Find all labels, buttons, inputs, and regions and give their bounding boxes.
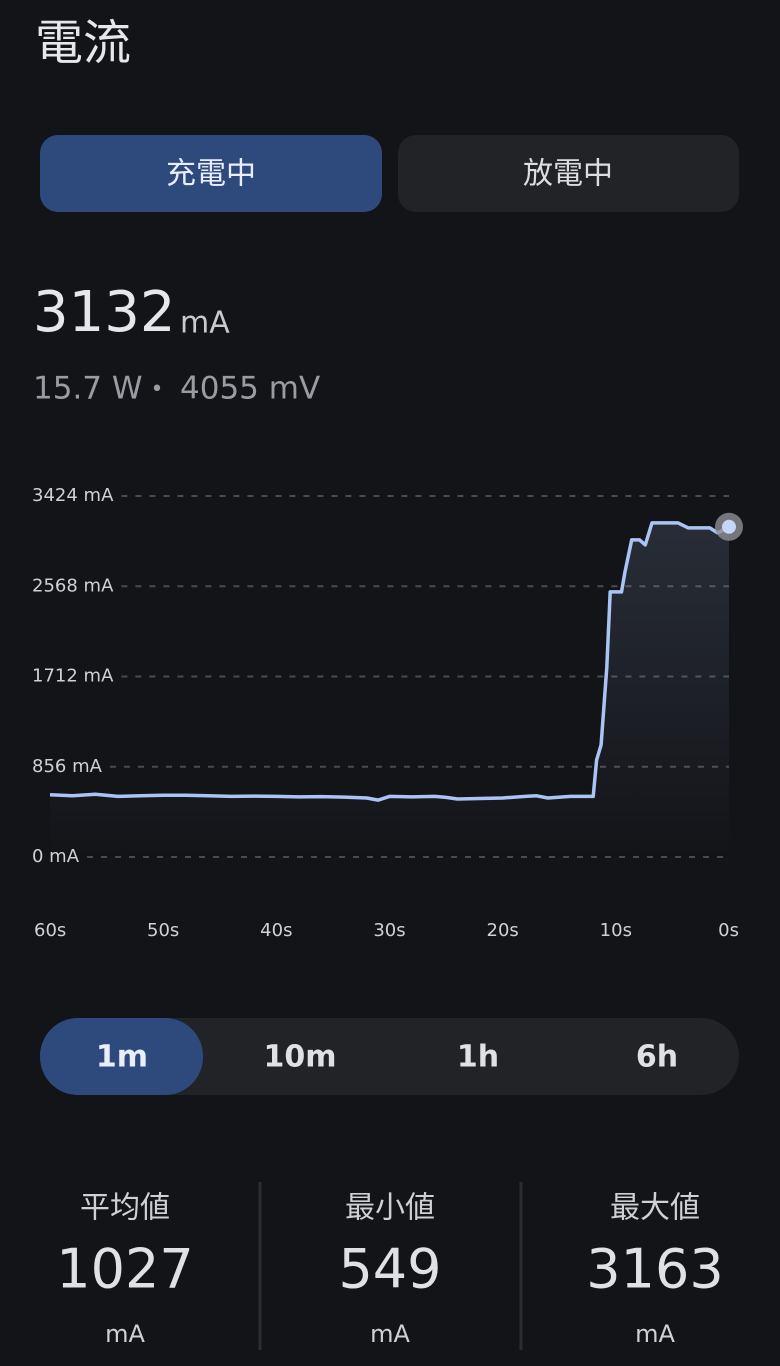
stat-value: 549 xyxy=(338,1238,441,1301)
range-selector xyxy=(40,1018,739,1095)
x-tick-label: 40s xyxy=(260,920,292,941)
y-tick-label: 3424 mA xyxy=(32,485,114,506)
stat-value: 3163 xyxy=(586,1238,723,1301)
x-tick-label: 30s xyxy=(373,920,405,941)
stat-label: 最小値 xyxy=(345,1191,435,1226)
voltage: 4055 mV xyxy=(180,371,320,407)
stat-unit: mA xyxy=(370,1320,410,1348)
x-tick-label: 20s xyxy=(487,920,519,941)
range-option[interactable]: 10m xyxy=(263,1040,336,1075)
x-tick-label: 60s xyxy=(34,920,66,941)
stat-label: 平均値 xyxy=(80,1191,170,1226)
power: 15.7 W xyxy=(33,371,143,407)
separator: • xyxy=(151,377,164,402)
range-option[interactable]: 1m xyxy=(96,1040,148,1075)
range-active[interactable] xyxy=(40,1018,203,1095)
tab[interactable] xyxy=(398,135,739,212)
stat-value: 1027 xyxy=(56,1238,193,1301)
x-tick-label: 10s xyxy=(600,920,632,941)
current-point-core xyxy=(722,519,736,534)
range-option[interactable]: 6h xyxy=(636,1040,678,1075)
tab-label[interactable]: 充電中 xyxy=(166,157,256,192)
tab-label[interactable]: 放電中 xyxy=(523,157,613,192)
y-tick-label: 1712 mA xyxy=(32,666,114,687)
area xyxy=(50,522,729,857)
x-tick-label: 0s xyxy=(718,920,739,941)
range-option[interactable]: 1h xyxy=(457,1040,499,1075)
line xyxy=(49,521,730,802)
tab-active[interactable] xyxy=(40,135,382,212)
x-tick-label: 50s xyxy=(147,920,179,941)
y-tick-label: 2568 mA xyxy=(32,575,114,596)
current-unit: mA xyxy=(180,306,230,341)
current-value: 3132 xyxy=(33,280,176,345)
stat-label: 最大値 xyxy=(610,1191,700,1226)
page-title: 電流 xyxy=(35,15,131,71)
y-tick-label: 856 mA xyxy=(32,756,103,777)
stat-unit: mA xyxy=(635,1320,675,1348)
stat-unit: mA xyxy=(105,1320,145,1348)
